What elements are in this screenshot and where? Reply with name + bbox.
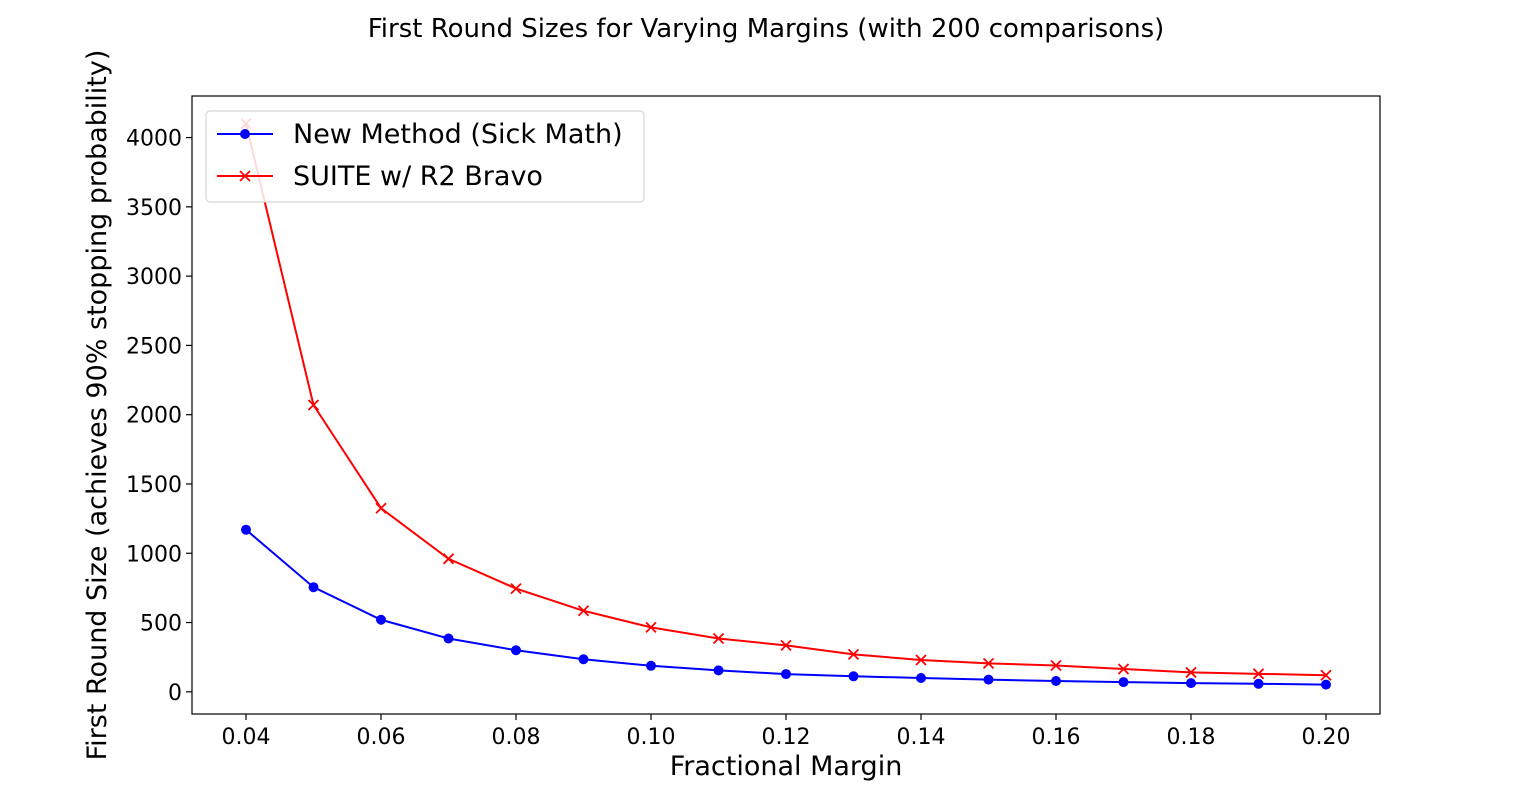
data-point-suite bbox=[442, 553, 455, 565]
data-point-new-method bbox=[1118, 677, 1129, 688]
data-point-suite bbox=[1252, 668, 1265, 680]
y-axis-title: First Round Size (achieves 90% stopping … bbox=[82, 50, 113, 761]
data-point-suite bbox=[1320, 669, 1332, 681]
data-point-new-method bbox=[578, 654, 589, 665]
data-point-new-method bbox=[308, 582, 319, 593]
data-point-suite bbox=[577, 605, 590, 617]
y-tick-label: 1500 bbox=[126, 473, 182, 498]
data-point-suite bbox=[1185, 666, 1197, 679]
x-axis-title: Fractional Margin bbox=[670, 751, 903, 782]
data-point-new-method bbox=[646, 660, 656, 671]
x-tick-label: 0.04 bbox=[222, 725, 271, 750]
x-tick-label: 0.06 bbox=[357, 725, 406, 750]
data-point-new-method bbox=[376, 614, 386, 625]
data-point-new-method bbox=[241, 524, 251, 535]
data-point-new-method bbox=[713, 665, 724, 676]
x-tick-label: 0.10 bbox=[627, 725, 676, 750]
chart-title: First Round Sizes for Varying Margins (w… bbox=[368, 14, 1165, 44]
legend-label-new-method: New Method (Sick Math) bbox=[293, 119, 623, 150]
y-tick-label: 2000 bbox=[126, 404, 182, 429]
y-tick-label: 1000 bbox=[126, 542, 182, 567]
data-point-new-method bbox=[443, 633, 454, 644]
data-point-new-method bbox=[983, 674, 994, 685]
data-point-new-method bbox=[1051, 676, 1061, 687]
x-tick-label: 0.08 bbox=[492, 725, 541, 750]
data-point-new-method bbox=[1253, 678, 1264, 689]
series-line-new-method bbox=[245, 528, 1327, 686]
y-tick-label: 4000 bbox=[126, 127, 182, 152]
x-tick-label: 0.12 bbox=[762, 725, 811, 750]
data-point-new-method bbox=[1321, 679, 1331, 690]
x-axis: 0.04 0.06 0.08 0.10 0.12 0.14 0.16 0.18 0.20 bbox=[222, 714, 1351, 750]
data-point-suite bbox=[1050, 659, 1062, 672]
x-tick-label: 0.16 bbox=[1032, 725, 1081, 750]
data-point-suite bbox=[307, 399, 320, 411]
y-tick-label: 2500 bbox=[126, 334, 182, 359]
x-tick-label: 0.20 bbox=[1302, 725, 1351, 750]
data-point-new-method bbox=[916, 672, 926, 683]
data-point-suite bbox=[982, 657, 995, 670]
x-tick-label: 0.18 bbox=[1167, 725, 1216, 750]
legend: New Method (Sick Math) SUITE w/ R2 Bravo bbox=[205, 110, 645, 203]
data-point-suite bbox=[780, 639, 792, 652]
y-tick-label: 0 bbox=[168, 681, 182, 706]
data-point-new-method bbox=[781, 669, 791, 680]
y-tick-label: 3000 bbox=[126, 265, 182, 290]
data-point-suite bbox=[645, 621, 657, 634]
data-point-new-method bbox=[1186, 678, 1196, 689]
data-point-new-method bbox=[848, 671, 859, 682]
y-axis: 0 500 1000 1500 2000 2500 3000 3500 4000 bbox=[126, 127, 192, 706]
series-layer bbox=[240, 118, 1332, 690]
legend-marker-new-method bbox=[240, 129, 250, 139]
data-point-suite bbox=[847, 648, 860, 661]
legend-box bbox=[205, 110, 645, 203]
data-point-suite bbox=[915, 654, 927, 666]
data-point-suite bbox=[1117, 663, 1130, 675]
legend-marker-suite bbox=[239, 170, 251, 182]
y-tick-label: 500 bbox=[140, 612, 182, 637]
data-point-suite bbox=[375, 502, 387, 514]
series-line-suite bbox=[245, 123, 1327, 677]
x-tick-label: 0.14 bbox=[897, 725, 946, 750]
y-tick-label: 3500 bbox=[126, 196, 182, 221]
legend-label-suite: SUITE w/ R2 Bravo bbox=[293, 161, 543, 192]
data-point-suite bbox=[712, 632, 725, 645]
data-point-new-method bbox=[511, 645, 521, 656]
data-point-suite bbox=[510, 582, 522, 595]
